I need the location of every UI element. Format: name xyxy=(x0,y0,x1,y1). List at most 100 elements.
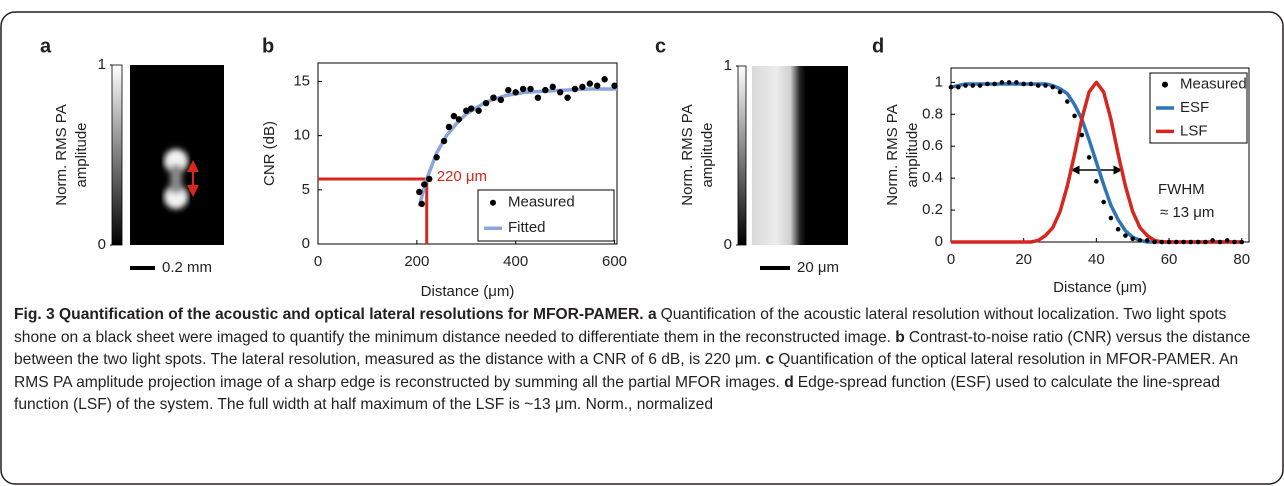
legend-label: Fitted xyxy=(508,219,546,236)
data-point xyxy=(1225,238,1230,243)
colorbar-tick-label: 1 xyxy=(98,56,106,73)
data-point xyxy=(1029,82,1034,87)
data-point xyxy=(1014,80,1019,85)
x-axis-label: Distance (μm) xyxy=(421,283,515,300)
y-tick-label: 5 xyxy=(302,181,310,198)
colorbar-label: Norm. RMS PA xyxy=(679,104,696,205)
caption: Fig. 3 Quantification of the acoustic an… xyxy=(14,304,1272,417)
threshold-label: 220 μm xyxy=(437,168,487,185)
colorbar-label: amplitude xyxy=(73,122,90,187)
data-point xyxy=(1239,240,1244,245)
data-point xyxy=(992,82,997,87)
data-point xyxy=(1080,133,1085,138)
data-point xyxy=(949,85,954,90)
data-point xyxy=(594,83,600,89)
x-tick-label: 80 xyxy=(1233,251,1250,268)
data-point xyxy=(1130,237,1135,242)
data-point xyxy=(483,100,489,106)
image-c xyxy=(752,66,848,245)
data-point xyxy=(433,154,439,160)
data-point xyxy=(985,82,990,87)
data-point xyxy=(579,84,585,90)
page: {"chart_data": [ {"type": "image", "labe… xyxy=(0,0,1284,486)
data-point xyxy=(1058,90,1063,95)
data-point xyxy=(421,181,427,187)
colorbar-label: Norm. RMS PA xyxy=(53,104,70,205)
y-axis-label: CNR (dB) xyxy=(261,121,278,186)
y-tick-label: 0 xyxy=(302,235,310,252)
data-point xyxy=(1021,82,1026,87)
data-point xyxy=(1036,83,1041,88)
y-tick-label: 1 xyxy=(935,73,943,90)
data-point xyxy=(1065,99,1070,104)
data-point xyxy=(1218,240,1223,245)
scale-bar-label: 0.2 mm xyxy=(162,259,212,276)
y-tick-label: 0 xyxy=(935,233,943,250)
legend-label: LSF xyxy=(1180,122,1208,139)
data-point xyxy=(1189,240,1194,245)
data-point xyxy=(1043,83,1048,88)
data-point xyxy=(416,189,422,195)
data-point xyxy=(419,201,425,207)
data-point xyxy=(1094,179,1099,184)
x-tick-label: 600 xyxy=(602,253,627,270)
panel-label: a xyxy=(40,35,52,57)
panel-label: b xyxy=(262,35,274,57)
data-point xyxy=(1152,240,1157,245)
y-tick-label: 0.8 xyxy=(922,105,943,122)
data-point xyxy=(542,87,548,93)
scale-bar-label: 20 μm xyxy=(797,259,839,276)
data-point xyxy=(468,105,474,111)
colorbar-tick-label: 0 xyxy=(98,236,106,253)
data-point xyxy=(1050,85,1055,90)
colorbar-label: amplitude xyxy=(699,122,716,187)
caption-label: a xyxy=(648,306,657,323)
colorbar-tick-label: 1 xyxy=(724,57,732,74)
data-point xyxy=(550,84,556,90)
curve xyxy=(419,89,617,206)
annotation: ≈ 13 μm xyxy=(1160,204,1214,221)
x-tick-label: 40 xyxy=(1088,251,1105,268)
data-point xyxy=(475,107,481,113)
data-point xyxy=(520,86,526,92)
caption-label: d xyxy=(784,374,794,391)
data-point xyxy=(1116,227,1121,232)
legend-swatch xyxy=(1162,82,1168,88)
y-tick-label: 15 xyxy=(293,72,310,89)
data-point xyxy=(1196,240,1201,245)
data-point xyxy=(978,83,983,88)
legend-label: ESF xyxy=(1180,99,1209,116)
y-tick-label: 0.2 xyxy=(922,201,943,218)
y-axis-label: Norm. RMS PA xyxy=(884,104,901,205)
colorbar xyxy=(112,65,122,245)
caption-label: b xyxy=(895,329,905,346)
data-point xyxy=(956,85,961,90)
data-point xyxy=(426,176,432,182)
data-point xyxy=(1101,200,1106,205)
data-point xyxy=(1123,233,1128,238)
colorbar xyxy=(738,66,746,245)
x-tick-label: 0 xyxy=(314,253,322,270)
data-point xyxy=(1232,240,1237,245)
data-point xyxy=(456,116,462,122)
data-point xyxy=(1087,155,1092,160)
y-tick-label: 10 xyxy=(293,127,310,144)
data-point xyxy=(1138,238,1143,243)
data-point xyxy=(587,80,593,86)
y-axis-label: amplitude xyxy=(904,122,921,187)
data-point xyxy=(535,94,541,100)
x-tick-label: 60 xyxy=(1161,251,1178,268)
data-point xyxy=(1145,238,1150,243)
data-point xyxy=(1159,240,1164,245)
panel-label: c xyxy=(655,35,666,57)
colorbar-tick-label: 0 xyxy=(724,236,732,253)
x-tick-label: 200 xyxy=(404,253,429,270)
data-point xyxy=(1203,240,1208,245)
x-tick-label: 0 xyxy=(947,251,955,268)
data-point xyxy=(490,94,496,100)
y-tick-label: 0.6 xyxy=(922,137,943,154)
x-axis-label: Distance (μm) xyxy=(1053,279,1147,296)
data-point xyxy=(1167,240,1172,245)
data-point xyxy=(441,138,447,144)
caption-label: c xyxy=(766,351,775,368)
